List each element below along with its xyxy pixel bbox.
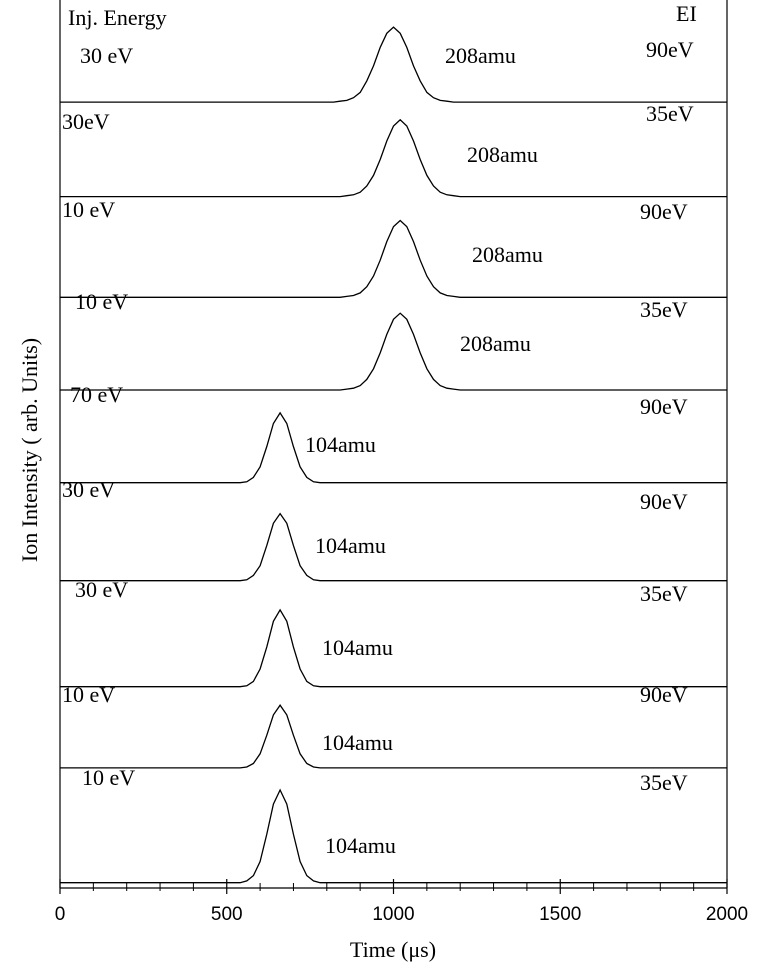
injection-energy-label: 30 eV (80, 43, 133, 68)
ei-label: 90eV (640, 682, 688, 707)
y-axis-label: Ion Intensity ( arb. Units) (17, 338, 42, 562)
spectrum-line (60, 512, 727, 582)
x-tick-label: 2000 (706, 904, 748, 925)
mass-label: 208amu (472, 242, 543, 267)
mass-label: 104amu (322, 730, 393, 755)
ei-label: 90eV (640, 489, 688, 514)
mass-label: 208amu (445, 43, 516, 68)
injection-energy-label: 10 eV (62, 682, 115, 707)
injection-energy-label: 70 eV (70, 382, 123, 407)
mass-label: 104amu (305, 432, 376, 457)
mass-label: 208amu (460, 331, 531, 356)
spectrum-line (60, 788, 727, 884)
spectrum-line (60, 608, 727, 688)
x-tick-label: 500 (211, 904, 243, 925)
injection-energy-label: 30 eV (75, 577, 128, 602)
x-tick-label: 1500 (539, 904, 581, 925)
ei-label: 35eV (640, 297, 688, 322)
injection-energy-label: 10 eV (62, 197, 115, 222)
ei-label: 35eV (646, 101, 694, 126)
mass-label: 104amu (322, 635, 393, 660)
ei-label: 90eV (640, 199, 688, 224)
ei-label: 35eV (640, 581, 688, 606)
injection-energy-label: 30eV (62, 109, 110, 134)
injection-energy-label: 10 eV (82, 765, 135, 790)
ei-label: 90eV (640, 394, 688, 419)
x-tick-label: 1000 (372, 904, 414, 925)
x-axis-label: Time (μs) (350, 937, 436, 962)
ei-label: 35eV (640, 770, 688, 795)
spectrum-line (60, 118, 727, 198)
injection-energy-label: 30 eV (62, 477, 115, 502)
spectrum-line (60, 411, 727, 484)
spectrum-line (60, 26, 727, 103)
spectrum-line (60, 704, 727, 769)
right-header: EI (676, 1, 697, 26)
spectrum-line (60, 312, 727, 391)
mass-label: 208amu (467, 142, 538, 167)
mass-label: 104amu (315, 533, 386, 558)
mass-label: 104amu (325, 833, 396, 858)
spectrum-line (60, 219, 727, 298)
x-tick-label: 0 (55, 904, 66, 925)
ei-label: 90eV (646, 37, 694, 62)
left-header: Inj. Energy (68, 5, 167, 30)
injection-energy-label: 10 eV (75, 289, 128, 314)
